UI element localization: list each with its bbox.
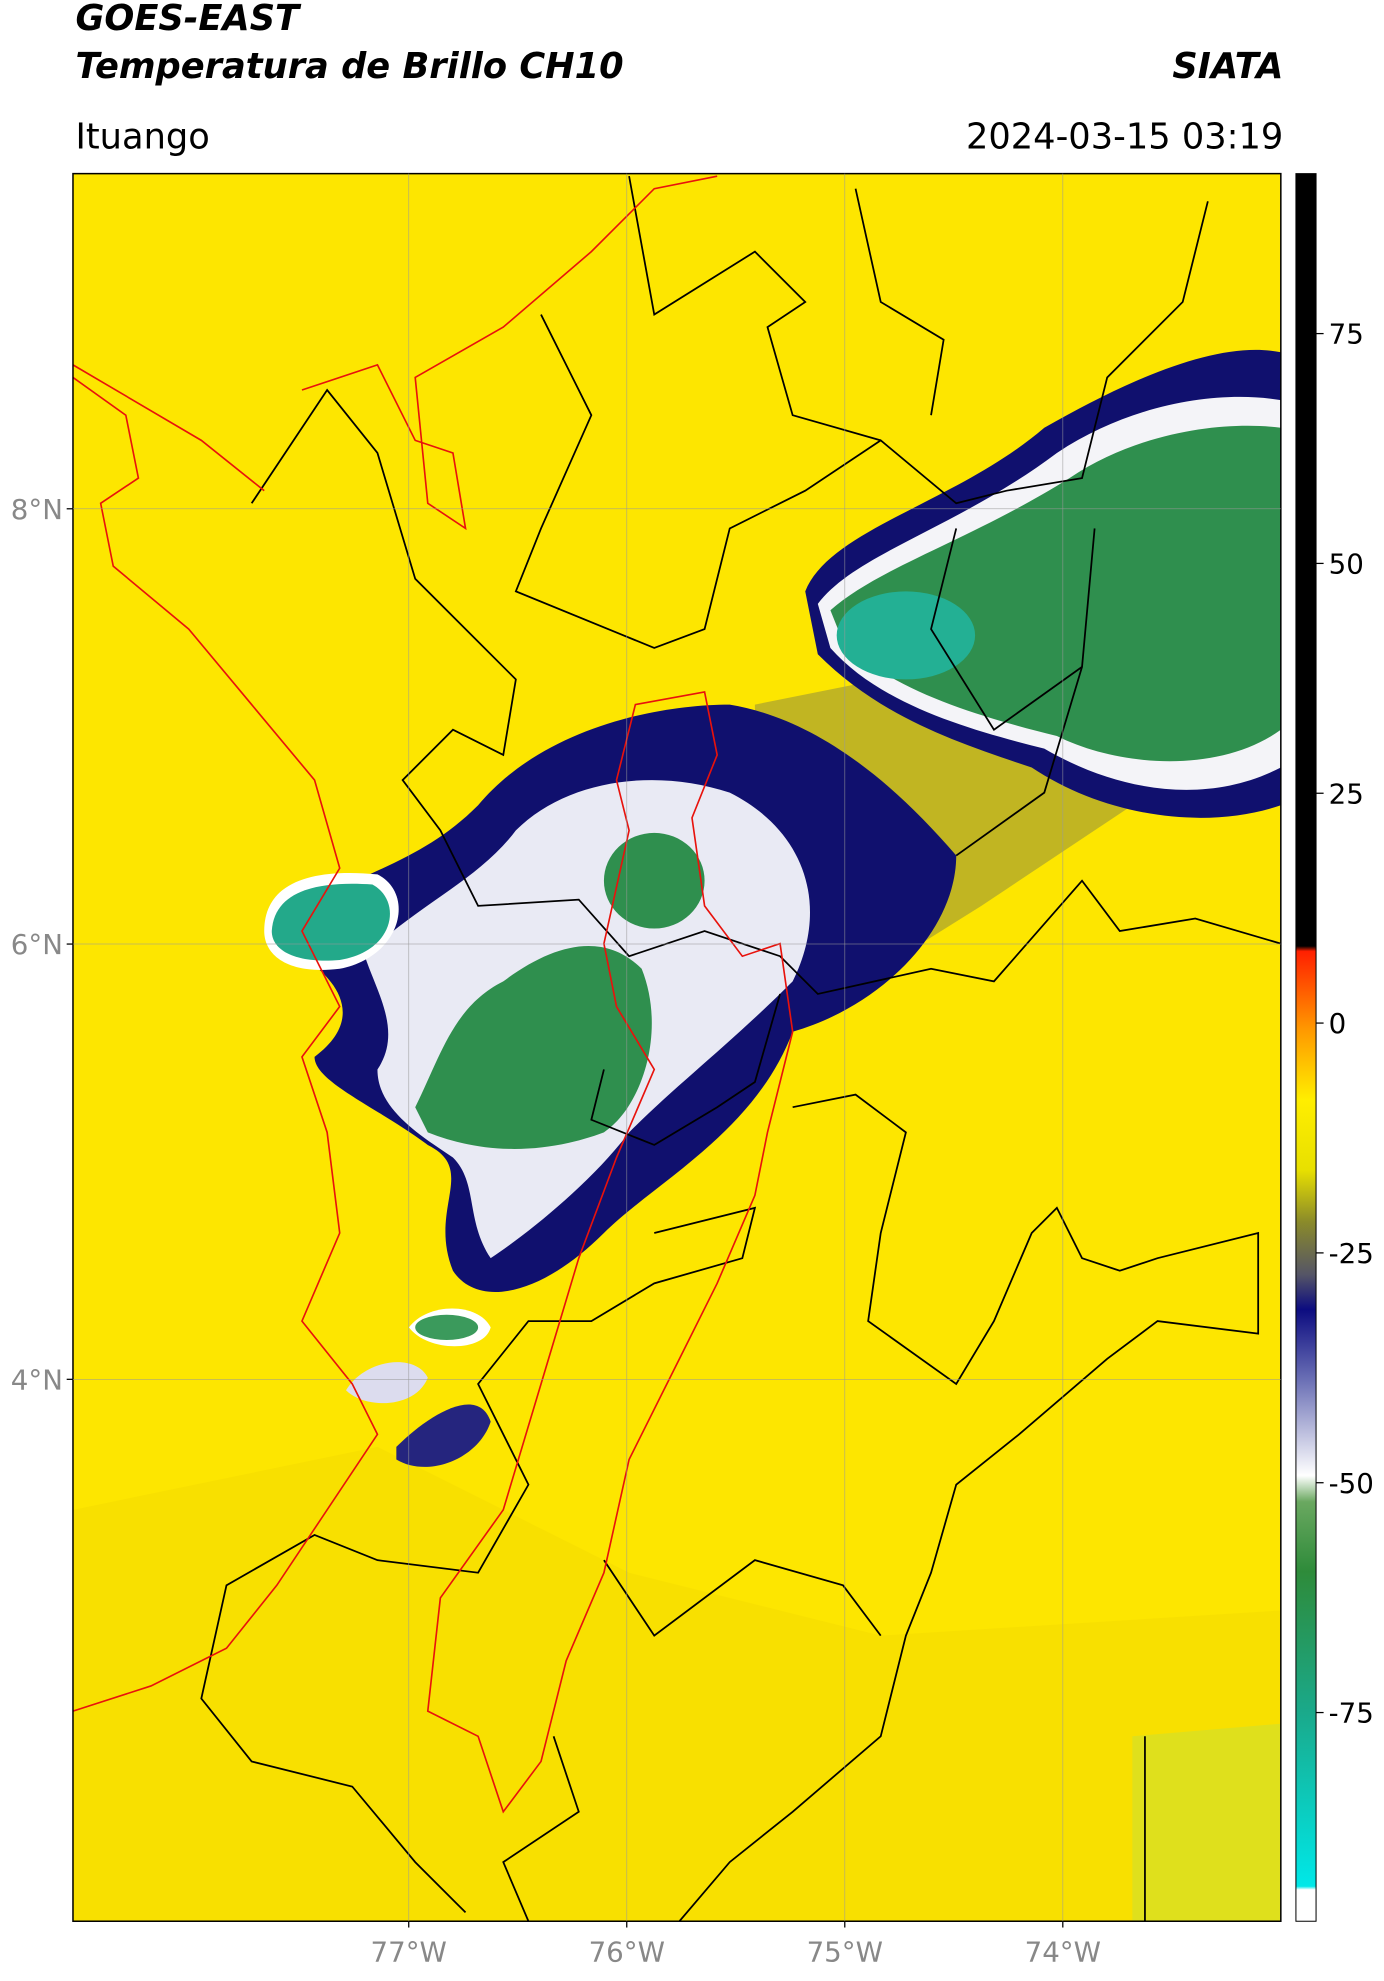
- colorbar-tick-label: 25: [1329, 777, 1364, 810]
- coastline: [72, 376, 379, 1712]
- x-tick-label: 76°W: [589, 1935, 665, 1968]
- colorbar-tick-label: -75: [1329, 1697, 1374, 1730]
- map-area: [72, 173, 1281, 1922]
- cloud-core: [415, 1314, 479, 1340]
- colorbar-tick-label: -50: [1329, 1467, 1374, 1500]
- cloud-core: [271, 883, 390, 961]
- colorbar: [1295, 173, 1317, 1922]
- y-tick-label: 8°N: [11, 493, 63, 526]
- datetime: 2024-03-15 03:19: [966, 116, 1283, 157]
- cloud-core: [603, 832, 705, 929]
- cloud-core: [415, 946, 652, 1149]
- x-tick-label: 75°W: [807, 1935, 883, 1968]
- cloud-core: [830, 425, 1281, 762]
- department-outline: [426, 691, 794, 1814]
- plot-frame: [72, 172, 1282, 1922]
- subtitle: Temperatura de Brillo CH10: [75, 46, 623, 87]
- warm-area: [72, 1446, 1281, 1922]
- colorbar-tick-label: 75: [1329, 318, 1364, 351]
- region: Ituango: [75, 116, 209, 157]
- cloud-edge: [396, 1404, 491, 1467]
- y-tick-label: 4°N: [11, 1363, 63, 1396]
- border: [628, 175, 1096, 857]
- y-tick-label: 6°N: [11, 928, 63, 961]
- border: [250, 388, 1281, 995]
- colorbar-tick-label: 0: [1329, 1007, 1347, 1040]
- x-tick-label: 74°W: [1025, 1935, 1101, 1968]
- colorbar-tick-label: -25: [1329, 1237, 1374, 1270]
- title: GOES-EAST: [75, 0, 302, 39]
- source: SIATA: [1172, 46, 1283, 87]
- border: [200, 993, 1260, 1922]
- warm-area: [1132, 1723, 1281, 1922]
- border: [514, 201, 1209, 649]
- x-tick-label: 77°W: [371, 1935, 447, 1968]
- colorbar-tick-label: 50: [1329, 547, 1364, 580]
- cloud-core: [836, 591, 976, 680]
- coastline: [72, 175, 718, 531]
- cloud-ring: [346, 1362, 428, 1404]
